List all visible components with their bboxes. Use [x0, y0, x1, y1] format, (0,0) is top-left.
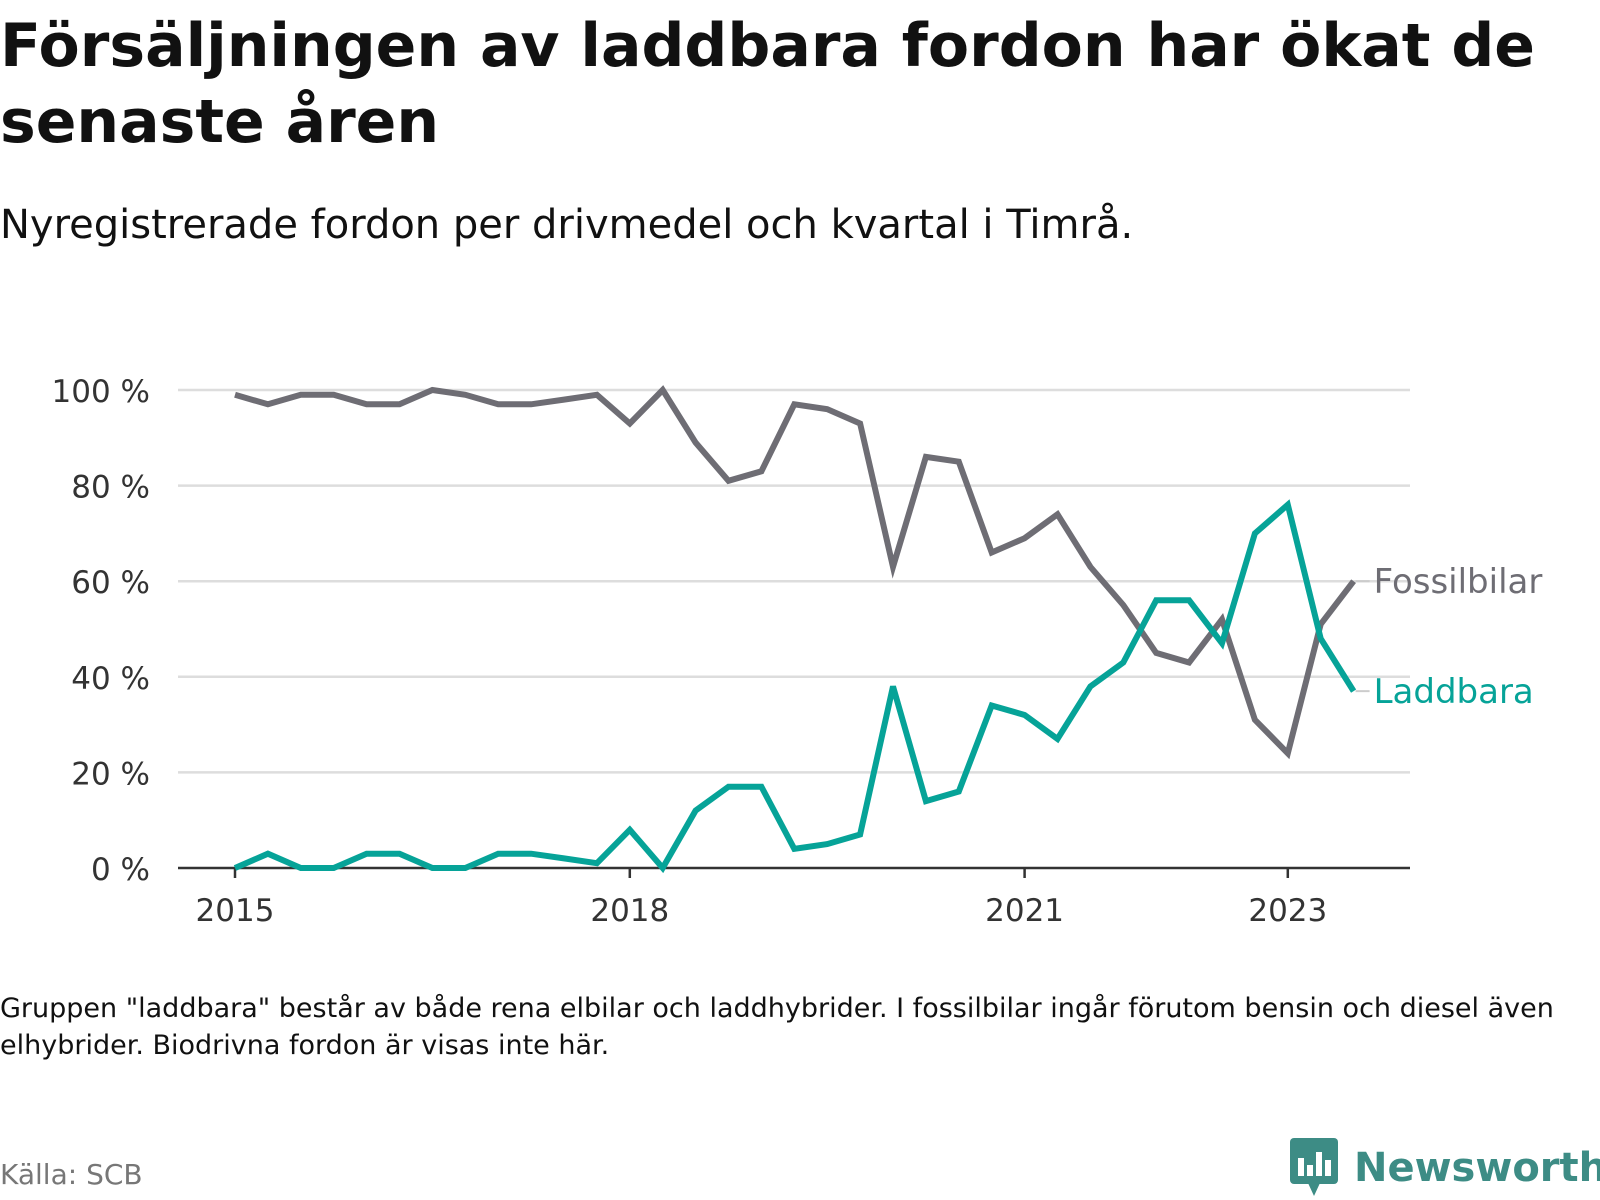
x-axis-ticks: 2015 2018 2021 2023 [196, 868, 1327, 929]
footnote: Gruppen "laddbara" består av både rena e… [0, 993, 1554, 1061]
brand-logo: Newsworthy [1290, 1138, 1600, 1198]
y-tick-label: 20 % [71, 756, 150, 792]
y-tick-label: 100 % [52, 374, 150, 410]
x-tick-label: 2018 [590, 893, 669, 929]
y-tick-label: 0 % [91, 852, 150, 888]
y-tick-label: 40 % [71, 661, 150, 697]
series-line-fossilbilar [234, 385, 1356, 760]
x-tick-label: 2015 [196, 893, 275, 929]
y-tick-label: 60 % [71, 565, 150, 601]
y-tick-label: 80 % [71, 470, 150, 506]
source-credit: Källa: SCB [0, 1158, 143, 1191]
gridlines [178, 388, 1410, 774]
x-tick-label: 2023 [1248, 893, 1327, 929]
series-label-fossilbilar: Fossilbilar [1374, 562, 1543, 602]
x-tick-label: 2021 [985, 893, 1064, 929]
series-label-laddbara: Laddbara [1374, 672, 1534, 712]
y-axis-ticks: 0 % 20 % 40 % 60 % 80 % 100 % [52, 374, 150, 888]
bar-chart-speech-bubble-icon [1290, 1138, 1338, 1196]
chart-subtitle: Nyregistrerade fordon per drivmedel och … [0, 202, 1134, 248]
brand-name: Newsworthy [1354, 1145, 1600, 1191]
chart-title: Försäljningen av laddbara fordon har öka… [0, 11, 1535, 157]
line-chart: 0 % 20 % 40 % 60 % 80 % 100 % 2015 2018 2021 202… [52, 374, 1543, 929]
series-line-laddbara [233, 499, 1357, 874]
series-labels: Fossilbilar Laddbara [1355, 562, 1543, 712]
series-lines [233, 385, 1357, 874]
